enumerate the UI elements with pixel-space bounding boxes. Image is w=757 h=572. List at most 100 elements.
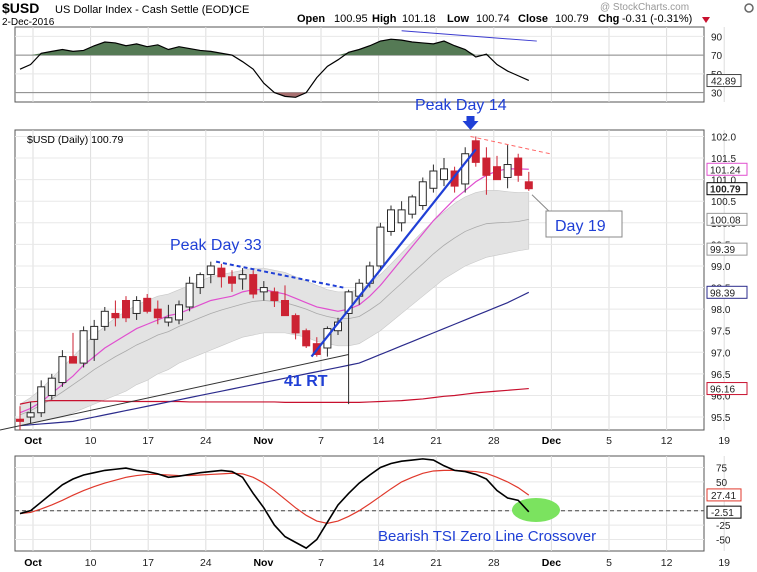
x-tick-label: 14 [373, 435, 385, 447]
price-label-box [706, 382, 748, 396]
x-tick-label: 5 [606, 557, 612, 569]
candle-body [122, 300, 130, 319]
candle-body [471, 140, 480, 163]
candle-body [450, 170, 459, 187]
x-tick-label: 5 [606, 435, 612, 447]
high-value: 101.18 [402, 13, 436, 25]
candle-body [344, 291, 353, 314]
tsi-line [19, 458, 530, 550]
long-trendline [0, 353, 349, 431]
candle-body [249, 274, 258, 295]
x-tick-label: 28 [488, 557, 500, 569]
candle-body [270, 291, 279, 302]
x-tick-label: Nov [253, 435, 273, 447]
candle-body [58, 356, 67, 384]
chg-label: Chg [598, 13, 619, 25]
open-label: Open [297, 13, 325, 25]
candle-body [153, 308, 162, 319]
close-value: 100.79 [555, 13, 589, 25]
candle-body [302, 330, 311, 347]
peak-day-33-trendline [215, 260, 344, 289]
x-tick-label: 17 [142, 435, 154, 447]
y-tick-label: 96.0 [711, 391, 731, 402]
settings-icon[interactable] [744, 3, 754, 13]
tsi-value-label: -2.51 [711, 508, 734, 519]
tsi-panel [14, 455, 705, 552]
y-tick-label: -25 [716, 521, 731, 532]
axes: Oct Oct 10 10 17 17 24 24 Nov Nov 7 7 14 14 21 21 28 28 De… [24, 435, 730, 569]
candle-body [418, 181, 427, 207]
price-label-box [706, 242, 748, 256]
candle-body [429, 170, 438, 189]
tsi-signal-label-box [706, 488, 742, 502]
close-label: Close [518, 13, 548, 25]
watermark: @ StockCharts.com [600, 2, 689, 13]
x-tick-label: Dec [542, 435, 561, 447]
high-label: High [372, 13, 397, 25]
tsi-signal-label: 27.41 [711, 491, 736, 502]
price-label-box [706, 182, 748, 196]
candle-body [90, 325, 99, 340]
tsi-value-label-box [706, 505, 742, 519]
x-tick-label: Oct [24, 435, 42, 447]
y-tick-label: 101.0 [711, 176, 736, 187]
y-tick-label: 75 [716, 464, 728, 475]
candle-body [217, 267, 226, 278]
x-tick-label: 12 [661, 435, 673, 447]
annotation-41-rt: 41 RT [284, 373, 328, 390]
candle-body [376, 226, 385, 267]
instrument-name: US Dollar Index - Cash Settle (EOD) [55, 4, 233, 16]
y-tick-label: 90 [711, 32, 723, 43]
y-tick-label: 96.5 [711, 370, 731, 381]
y-tick-label: 95.5 [711, 413, 731, 424]
open-value: 100.95 [334, 13, 368, 25]
x-tick-label: 14 [373, 557, 385, 569]
price-legend: $USD (Daily) 100.79 [27, 134, 123, 146]
candle-body [185, 282, 194, 308]
exchange-label: ICE [231, 4, 249, 16]
ma-mid-line [19, 291, 530, 427]
candle-body [228, 276, 236, 284]
rsi-last-value: 42.89 [711, 77, 736, 88]
candle-body [482, 157, 491, 176]
bollinger-band [19, 190, 530, 427]
y-tick-label: 101.5 [711, 154, 736, 165]
candle-body [26, 412, 35, 418]
crossover-marker [512, 498, 560, 522]
candle-body [79, 330, 88, 364]
x-tick-label: 19 [718, 557, 730, 569]
candle-body [16, 418, 24, 422]
low-label: Low [447, 13, 469, 25]
y-tick-label: 97.0 [711, 348, 731, 359]
candle-body [493, 166, 501, 181]
ma-slow-line [19, 387, 529, 405]
uptrend-line [310, 148, 477, 358]
price-label-box [706, 212, 748, 226]
candle-body [206, 265, 215, 276]
candle-body [259, 287, 268, 293]
x-tick-label: 21 [430, 435, 442, 447]
x-tick-label: 24 [200, 435, 212, 447]
candle-body [387, 209, 395, 232]
candle-body [238, 274, 247, 280]
peak-day-14-arrow-icon [462, 116, 479, 130]
candle-body [440, 168, 448, 181]
y-tick-label: 30 [711, 89, 723, 100]
annotation-bearish-tsi: Bearish TSI Zero Line Crossover [378, 528, 596, 545]
candle-body [397, 209, 406, 224]
candle-body [164, 317, 173, 323]
rsi-plot: 9070503042.89 [15, 30, 742, 100]
candle-body [69, 356, 77, 364]
y-tick-label: 100.5 [711, 197, 736, 208]
rsi-panel [14, 26, 705, 103]
x-tick-label: Oct [24, 557, 42, 569]
candle-body [503, 164, 512, 178]
price-label: 99.39 [710, 245, 735, 256]
price-label: 100.79 [710, 185, 741, 196]
candle-body [132, 300, 141, 314]
x-tick-label: 7 [318, 557, 324, 569]
price-label-box [706, 162, 748, 176]
candle-body [514, 157, 523, 176]
candle-body [408, 196, 417, 215]
